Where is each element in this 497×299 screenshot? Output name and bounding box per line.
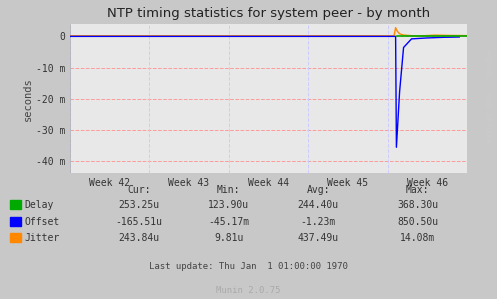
Text: 850.50u: 850.50u [397, 217, 438, 227]
Text: RRDTOOL / TOBI OETIKER: RRDTOOL / TOBI OETIKER [484, 49, 490, 142]
Y-axis label: seconds: seconds [23, 77, 33, 120]
Text: Max:: Max: [406, 185, 429, 195]
Text: 368.30u: 368.30u [397, 200, 438, 210]
Text: -165.51u: -165.51u [116, 217, 163, 227]
Text: 437.49u: 437.49u [298, 233, 338, 243]
Text: 243.84u: 243.84u [119, 233, 160, 243]
Text: Delay: Delay [25, 200, 54, 210]
Text: 9.81u: 9.81u [214, 233, 244, 243]
Title: NTP timing statistics for system peer - by month: NTP timing statistics for system peer - … [107, 7, 430, 20]
Text: 123.90u: 123.90u [208, 200, 249, 210]
Text: 14.08m: 14.08m [400, 233, 435, 243]
Text: -1.23m: -1.23m [301, 217, 335, 227]
Text: 244.40u: 244.40u [298, 200, 338, 210]
Text: Offset: Offset [25, 217, 60, 227]
Text: 253.25u: 253.25u [119, 200, 160, 210]
Text: Last update: Thu Jan  1 01:00:00 1970: Last update: Thu Jan 1 01:00:00 1970 [149, 262, 348, 271]
Text: Jitter: Jitter [25, 233, 60, 243]
Text: Cur:: Cur: [127, 185, 151, 195]
Text: Munin 2.0.75: Munin 2.0.75 [216, 286, 281, 295]
Text: Min:: Min: [217, 185, 241, 195]
Text: -45.17m: -45.17m [208, 217, 249, 227]
Text: Avg:: Avg: [306, 185, 330, 195]
